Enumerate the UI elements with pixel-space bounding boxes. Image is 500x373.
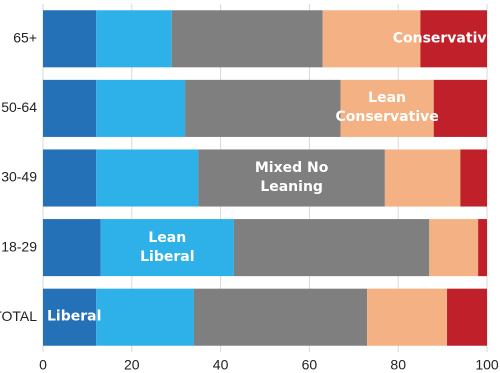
x-tick-label: 80: [390, 357, 406, 373]
bar-segment: [433, 79, 487, 137]
segment-label: Lean Conservative: [335, 90, 439, 126]
segment-label: Conservative: [392, 30, 496, 47]
y-tick-label: 30-49: [1, 169, 37, 185]
y-tick-label: 50-64: [1, 99, 37, 115]
bar-segment: [367, 288, 448, 346]
bar-segment: [384, 149, 461, 207]
y-tick-label: TOTAL: [0, 308, 37, 324]
x-tick-label: 60: [302, 357, 318, 373]
segment-label: Liberal: [47, 308, 102, 325]
bar-segment: [43, 10, 97, 68]
segment-label: Mixed No Leaning: [254, 160, 329, 195]
bar-segment: [96, 149, 199, 207]
bar-segment: [185, 79, 341, 137]
bar-segment: [460, 149, 487, 207]
bar-segment: [420, 10, 487, 68]
bar-segment: [478, 219, 487, 277]
y-tick-label: 65+: [13, 30, 37, 46]
x-tick-label: 40: [213, 357, 229, 373]
bar-segment: [43, 219, 101, 277]
bar-segment: [447, 288, 487, 346]
bar-segment: [96, 288, 194, 346]
bar-segment: [96, 79, 186, 137]
bar-segment: [100, 219, 234, 277]
x-tick-label: 100: [475, 357, 499, 373]
x-tick-label: 0: [39, 357, 47, 373]
bar-segment: [340, 79, 434, 137]
segment-label: Lean Liberal: [140, 229, 195, 265]
bar-segment: [429, 219, 479, 277]
bar-segment: [43, 79, 97, 137]
y-tick-label: 18-29: [1, 238, 37, 254]
bar-segment: [322, 10, 421, 68]
bar-segment: [193, 288, 368, 346]
bar-segment: [43, 288, 97, 346]
bar-segment: [96, 10, 172, 68]
bar-segment: [171, 10, 323, 68]
bar-segment: [43, 149, 97, 207]
x-tick-label: 20: [124, 357, 140, 373]
bar-segment: [233, 219, 430, 277]
bar-segment: [198, 149, 385, 207]
